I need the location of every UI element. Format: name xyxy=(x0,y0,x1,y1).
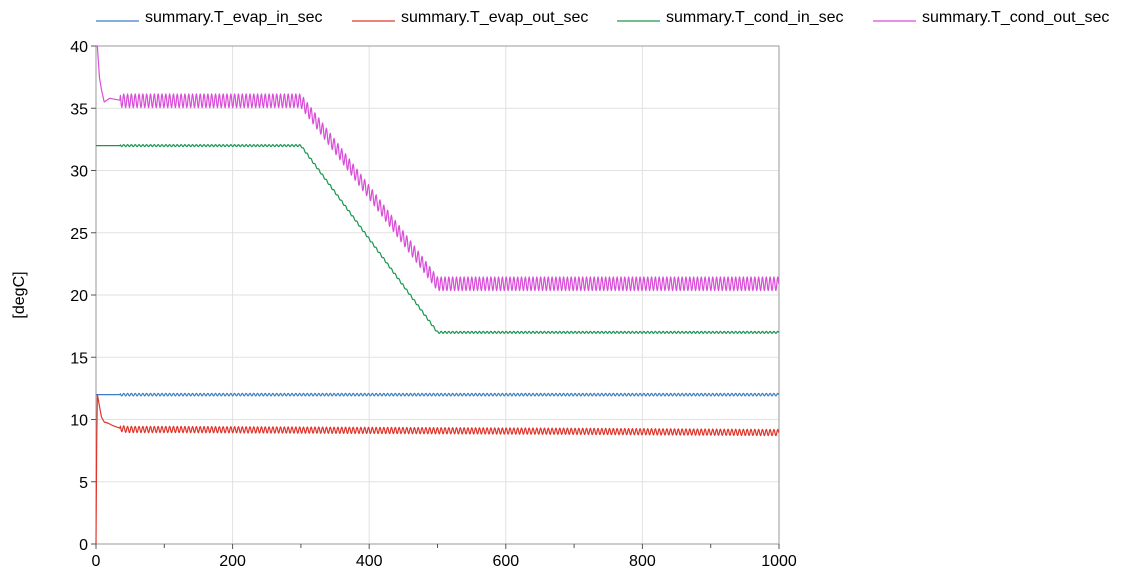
x-tick-label: 0 xyxy=(92,553,101,570)
y-axis-label: [degC] xyxy=(11,271,28,318)
x-tick-label: 1000 xyxy=(761,553,797,570)
legend-item: summary.T_cond_in_sec xyxy=(617,9,844,26)
series-group xyxy=(95,45,780,545)
y-tick-label: 25 xyxy=(70,226,88,243)
series-line xyxy=(96,392,780,397)
y-tick-label: 30 xyxy=(70,164,88,181)
x-tick-label: 800 xyxy=(629,553,656,570)
legend-item: summary.T_cond_out_sec xyxy=(873,9,1109,26)
legend-label: summary.T_evap_in_sec xyxy=(145,9,323,26)
legend-item: summary.T_evap_in_sec xyxy=(96,9,323,26)
legend-label: summary.T_cond_in_sec xyxy=(666,9,844,26)
y-tick-label: 40 xyxy=(70,39,88,56)
y-tick-label: 10 xyxy=(70,413,88,430)
grid xyxy=(96,46,779,544)
x-tick-label: 400 xyxy=(356,553,383,570)
x-tick-label: 600 xyxy=(492,553,519,570)
y-tick-label: 5 xyxy=(79,475,88,492)
y-tick-label: 15 xyxy=(70,350,88,367)
series-line xyxy=(96,144,780,334)
y-tick-label: 20 xyxy=(70,288,88,305)
series-line xyxy=(95,394,780,545)
legend-label: summary.T_cond_out_sec xyxy=(922,9,1109,26)
series-line xyxy=(96,45,780,292)
y-tick-label: 0 xyxy=(79,537,88,554)
x-tick-label: 200 xyxy=(219,553,246,570)
y-tick-label: 35 xyxy=(70,101,88,118)
legend-item: summary.T_evap_out_sec xyxy=(352,9,588,26)
legend: summary.T_evap_in_sec summary.T_evap_out_… xyxy=(96,9,1109,26)
legend-label: summary.T_evap_out_sec xyxy=(401,9,588,26)
